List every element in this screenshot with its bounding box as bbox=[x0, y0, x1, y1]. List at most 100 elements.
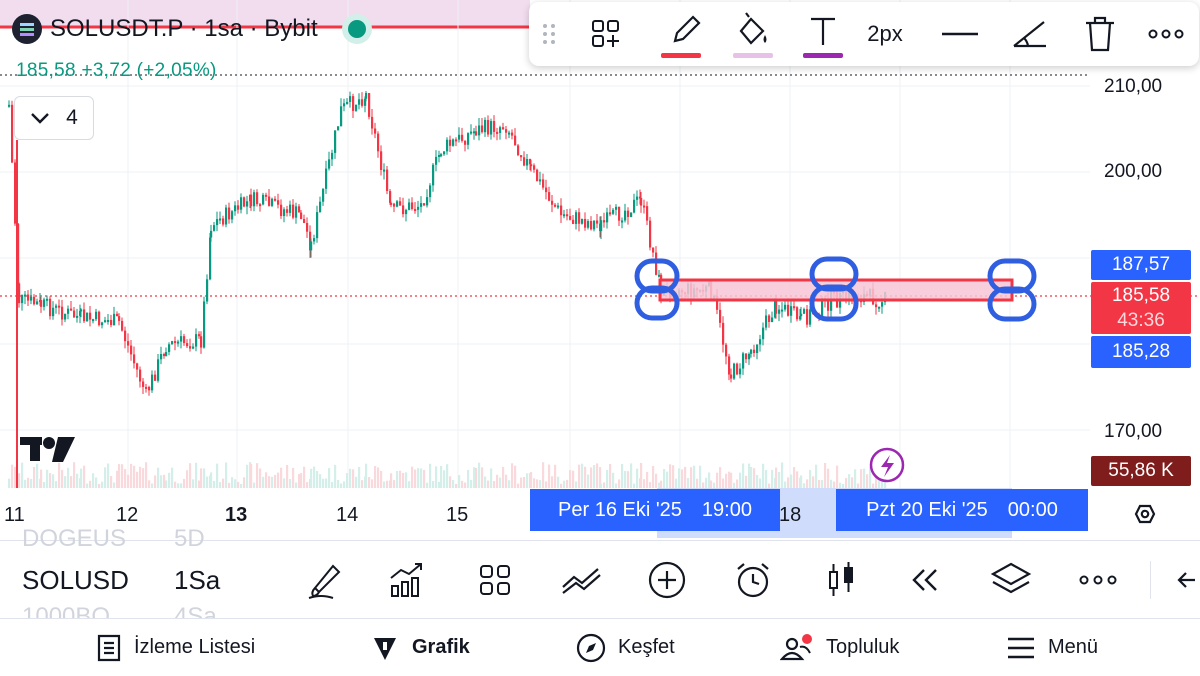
candle-body bbox=[189, 346, 192, 349]
volume-bar bbox=[268, 476, 271, 488]
symbol-header[interactable]: SOLUSDT.P · 1sa · Bybit bbox=[12, 14, 366, 44]
candle-body bbox=[325, 168, 328, 189]
candle-body bbox=[61, 306, 64, 320]
volume-bar bbox=[793, 467, 796, 488]
collapse-toolbar-button[interactable] bbox=[1172, 541, 1200, 619]
time-label: 12 bbox=[116, 504, 139, 526]
angle-icon bbox=[1013, 21, 1046, 48]
volume-bar bbox=[27, 477, 30, 488]
interval-picker[interactable]: 1Sa bbox=[174, 565, 221, 595]
candle-body bbox=[487, 119, 490, 135]
layers-button[interactable] bbox=[986, 541, 1036, 619]
price-chart[interactable] bbox=[0, 0, 1200, 540]
replay-button[interactable] bbox=[900, 541, 950, 619]
volume-bar bbox=[493, 481, 496, 488]
candle-body bbox=[192, 346, 195, 349]
alarm-clock-icon bbox=[737, 563, 769, 598]
candle-body bbox=[533, 165, 536, 170]
candle-body bbox=[231, 211, 234, 220]
fill-color-button[interactable] bbox=[719, 2, 785, 66]
volume-bar bbox=[716, 472, 719, 488]
indicators-collapse-button[interactable]: 4 bbox=[14, 96, 94, 140]
volume-bar bbox=[790, 474, 793, 488]
alert-button[interactable] bbox=[728, 541, 778, 619]
chart-type-button[interactable] bbox=[816, 541, 866, 619]
line-width-button[interactable]: 2px bbox=[857, 2, 913, 66]
volume-bar bbox=[234, 479, 237, 488]
add-button[interactable] bbox=[642, 541, 692, 619]
volume-bar bbox=[702, 482, 705, 488]
indicators-button[interactable] bbox=[382, 541, 432, 619]
market-open-indicator bbox=[347, 20, 366, 38]
volume-bar bbox=[393, 480, 396, 488]
text-color-button[interactable] bbox=[791, 2, 857, 66]
handle-right-bottom[interactable] bbox=[987, 286, 1037, 322]
volume-bar bbox=[231, 477, 234, 488]
candle-body bbox=[303, 219, 306, 223]
right-time-tag[interactable]: Pzt 20 Eki '25 00:00 bbox=[836, 489, 1088, 531]
axis-settings-icon[interactable] bbox=[1134, 504, 1156, 524]
volume-bar bbox=[557, 476, 560, 488]
symbol-picker[interactable]: SOLUSD bbox=[22, 565, 129, 595]
volume-bar bbox=[325, 478, 328, 488]
nav-watchlist[interactable]: İzleme Listesi bbox=[96, 619, 255, 676]
candle-body bbox=[809, 309, 812, 325]
candle-body bbox=[455, 139, 458, 142]
volume-bar bbox=[756, 474, 759, 488]
candle-body bbox=[104, 320, 107, 323]
candle-body bbox=[237, 205, 240, 210]
candle-body bbox=[461, 134, 464, 141]
volume-bar bbox=[374, 466, 377, 488]
lightning-icon[interactable] bbox=[869, 447, 905, 483]
nav-community[interactable]: Topluluk bbox=[780, 619, 899, 676]
volume-bar bbox=[328, 468, 331, 488]
drag-handle[interactable] bbox=[535, 2, 563, 66]
volume-bar bbox=[675, 478, 678, 488]
candle-body bbox=[554, 204, 557, 207]
candle-body bbox=[490, 121, 493, 135]
candle-body bbox=[636, 196, 639, 200]
candle-body bbox=[298, 206, 301, 213]
nav-menu[interactable]: Menü bbox=[1006, 619, 1098, 676]
candle-body bbox=[396, 201, 399, 207]
volume-bar bbox=[827, 468, 830, 488]
angle-button[interactable] bbox=[1005, 2, 1055, 66]
bar-countdown: 43:36 bbox=[1117, 310, 1165, 331]
handle-left-bottom[interactable] bbox=[634, 285, 680, 321]
template-button[interactable] bbox=[581, 2, 631, 66]
candle-body bbox=[210, 230, 213, 238]
candle-body bbox=[539, 179, 542, 182]
candle-body bbox=[799, 316, 802, 320]
line-style-button[interactable] bbox=[935, 2, 985, 66]
handle-mid-bottom[interactable] bbox=[809, 284, 859, 322]
candle-body bbox=[52, 307, 55, 317]
candle-body bbox=[234, 205, 237, 212]
nav-explore[interactable]: Keşfet bbox=[576, 619, 675, 676]
hamburger-menu-icon bbox=[1008, 637, 1034, 658]
toolbar-divider bbox=[1150, 561, 1151, 599]
more-button[interactable] bbox=[1073, 541, 1123, 619]
volume-bar bbox=[240, 483, 243, 488]
candle-body bbox=[575, 212, 578, 224]
delete-button[interactable] bbox=[1075, 2, 1125, 66]
symbol-title: SOLUSDT.P · 1sa · Bybit bbox=[50, 15, 318, 42]
handle-left-top[interactable] bbox=[634, 258, 680, 294]
more-options-button[interactable] bbox=[1141, 2, 1191, 66]
candle-body bbox=[529, 159, 532, 165]
volume-bar bbox=[869, 466, 872, 488]
left-time-tag[interactable]: Per 16 Eki '25 19:00 bbox=[530, 489, 780, 531]
nav-chart[interactable]: Grafik bbox=[370, 619, 470, 676]
compare-button[interactable] bbox=[556, 541, 606, 619]
volume-bar bbox=[768, 483, 771, 488]
volume-bar bbox=[277, 472, 280, 488]
volume-bar bbox=[429, 463, 432, 488]
volume-bar bbox=[206, 476, 209, 488]
drawing-tools-button[interactable] bbox=[300, 541, 350, 619]
volume-bar bbox=[189, 463, 192, 488]
volume-bar bbox=[30, 478, 33, 488]
layouts-button[interactable] bbox=[470, 541, 520, 619]
line-style-icon bbox=[942, 32, 978, 36]
volume-bar bbox=[821, 480, 824, 488]
line-color-button[interactable] bbox=[649, 2, 715, 66]
volume-bar bbox=[139, 466, 142, 488]
